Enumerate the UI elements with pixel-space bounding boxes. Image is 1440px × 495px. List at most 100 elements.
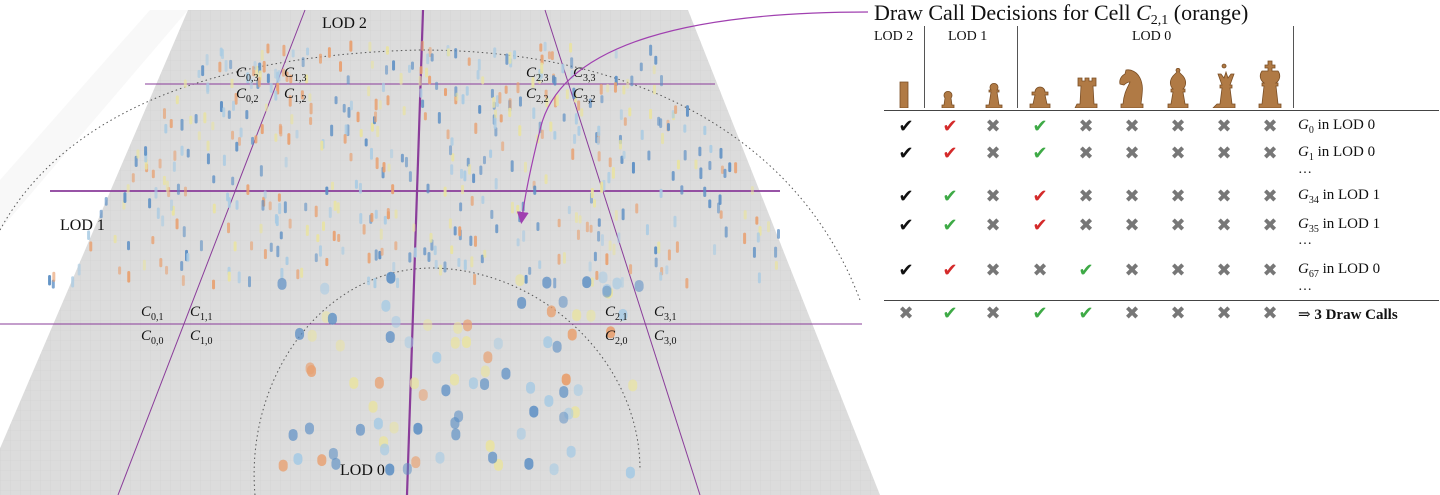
queen-icon — [1204, 44, 1244, 108]
header-lod1: LOD 1 — [948, 29, 988, 44]
cross-icon: ✖ — [898, 303, 914, 324]
cell-label: C3,1 — [654, 304, 677, 323]
scene-lod2-label: LOD 2 — [322, 15, 367, 32]
callout-arrow — [516, 11, 869, 224]
cross-icon: ✖ — [1170, 143, 1186, 164]
table-top-rule — [884, 110, 1439, 111]
ellipsis: … — [1298, 279, 1314, 294]
cross-icon: ✖ — [1078, 116, 1094, 137]
cross-icon: ✖ — [1262, 143, 1278, 164]
cross-icon: ✖ — [1216, 116, 1232, 137]
cross-icon: ✖ — [1124, 186, 1140, 207]
check-icon: ✔ — [942, 303, 958, 324]
header-lod0: LOD 0 — [1132, 29, 1172, 44]
cross-icon: ✖ — [1216, 215, 1232, 236]
check-icon: ✔ — [898, 116, 914, 137]
cell-label: C0,3 — [236, 65, 259, 84]
cross-icon: ✖ — [1170, 116, 1186, 137]
check-icon: ✔ — [942, 260, 958, 281]
cross-icon: ✖ — [985, 143, 1001, 164]
cross-icon: ✖ — [1124, 143, 1140, 164]
cross-icon: ✖ — [1124, 215, 1140, 236]
title-symbol: C — [1136, 0, 1151, 25]
scene-render: LOD 2 LOD 1 LOD 0 C0,3 C1,3 C0,2 C1,2 C2,3 C3… — [0, 9, 880, 495]
cross-icon: ✖ — [1262, 215, 1278, 236]
bishop-icon — [1158, 44, 1198, 108]
lod2-ring — [0, 49, 861, 301]
cross-icon: ✖ — [1078, 186, 1094, 207]
lod1-ring — [253, 267, 641, 495]
cross-icon: ✖ — [1216, 303, 1232, 324]
cross-icon: ✖ — [1078, 215, 1094, 236]
panel-title: Draw Call Decisions for Cell C2,1 (orang… — [874, 0, 1248, 28]
check-icon: ✔ — [1078, 260, 1094, 281]
cross-icon: ✖ — [1170, 215, 1186, 236]
cell-label: C3,3 — [573, 65, 596, 84]
row-label: G1 in LOD 0 — [1298, 144, 1376, 163]
row-label: G0 in LOD 0 — [1298, 117, 1376, 136]
cross-icon: ✖ — [1170, 186, 1186, 207]
lod2-bar-icon — [886, 44, 926, 108]
table-bottom-rule — [884, 300, 1439, 301]
check-icon: ✔ — [898, 260, 914, 281]
cross-icon: ✖ — [1216, 260, 1232, 281]
cross-icon: ✖ — [985, 303, 1001, 324]
cross-icon: ✖ — [1262, 303, 1278, 324]
cell-label: C0,0 — [141, 328, 164, 347]
cross-icon: ✖ — [985, 116, 1001, 137]
check-icon: ✔ — [942, 186, 958, 207]
cross-icon: ✖ — [1078, 143, 1094, 164]
cell-label: C0,2 — [236, 86, 259, 105]
cell-label: C1,0 — [190, 328, 213, 347]
scene-lod0-label: LOD 0 — [340, 462, 385, 479]
row-label: G35 in LOD 1 — [1298, 216, 1381, 235]
cross-icon: ✖ — [1170, 303, 1186, 324]
cross-icon: ✖ — [1170, 260, 1186, 281]
check-icon: ✔ — [898, 186, 914, 207]
cross-icon: ✖ — [1216, 186, 1232, 207]
cell-label: C2,3 — [526, 65, 549, 84]
cell-label: C3,0 — [654, 328, 677, 347]
header-separator — [1017, 26, 1018, 108]
title-prefix: Draw Call Decisions for Cell — [874, 0, 1137, 25]
check-icon: ✔ — [1078, 303, 1094, 324]
cell-label: C1,3 — [284, 65, 307, 84]
check-icon: ✔ — [1032, 116, 1048, 137]
header-separator — [1293, 26, 1294, 108]
lod1-pawn-icon — [974, 44, 1014, 108]
ellipsis: … — [1298, 233, 1314, 248]
cross-icon: ✖ — [985, 186, 1001, 207]
check-icon: ✔ — [1032, 143, 1048, 164]
cross-icon: ✖ — [1216, 143, 1232, 164]
cross-icon: ✖ — [1124, 260, 1140, 281]
cross-icon: ✖ — [1032, 260, 1048, 281]
row-label: G34 in LOD 1 — [1298, 187, 1381, 206]
cross-icon: ✖ — [1262, 260, 1278, 281]
cross-icon: ✖ — [1124, 303, 1140, 324]
cross-icon: ✖ — [1262, 116, 1278, 137]
knight-icon — [1112, 44, 1152, 108]
check-icon: ✔ — [898, 215, 914, 236]
scene-objects — [48, 40, 780, 479]
check-icon: ✔ — [942, 116, 958, 137]
cross-icon: ✖ — [1124, 116, 1140, 137]
total-draw-calls: ⇒ 3 Draw Calls — [1298, 307, 1398, 323]
header-lod2: LOD 2 — [874, 29, 914, 44]
cell-label: C1,2 — [284, 86, 307, 105]
cell-label: C2,0 — [605, 328, 628, 347]
scene-lod1-label: LOD 1 — [60, 217, 105, 234]
lod1-pawn-small-icon — [928, 44, 968, 108]
check-icon: ✔ — [1032, 186, 1048, 207]
cell-label: C0,1 — [141, 304, 164, 323]
title-subscript: 2,1 — [1150, 13, 1169, 28]
row-label: G67 in LOD 0 — [1298, 261, 1381, 280]
cross-icon: ✖ — [1262, 186, 1278, 207]
cell-label: C2,2 — [526, 86, 549, 105]
cross-icon: ✖ — [985, 260, 1001, 281]
check-icon: ✔ — [942, 143, 958, 164]
cell-label: C3,2 — [573, 86, 596, 105]
pawn-icon — [1020, 44, 1060, 108]
rook-icon — [1066, 44, 1106, 108]
scene-viewport: LOD 2 LOD 1 LOD 0 C0,3 C1,3 C0,2 C1,2 C2,3 C3… — [0, 9, 880, 495]
cell-label: C1,1 — [190, 304, 213, 323]
